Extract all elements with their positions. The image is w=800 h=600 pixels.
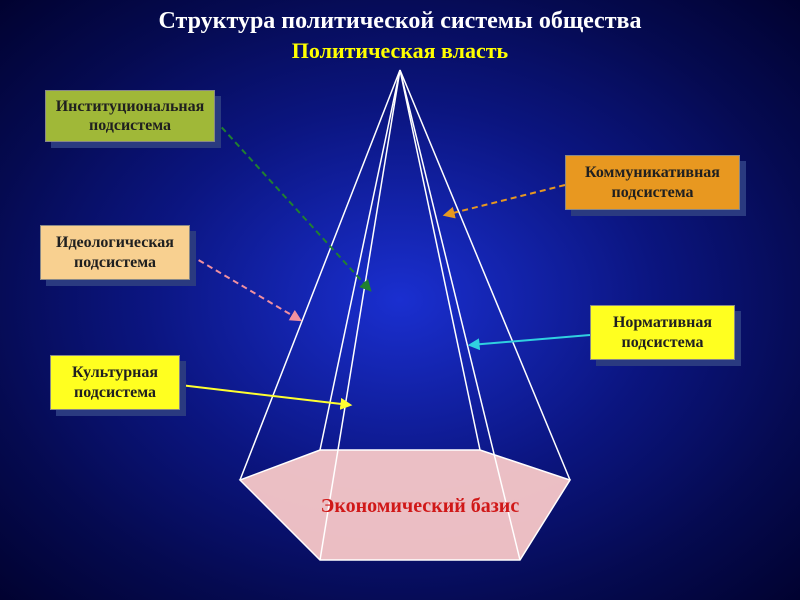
subtitle: Политическая власть bbox=[0, 38, 800, 64]
normative-line2: подсистема bbox=[591, 333, 734, 352]
institutional-box: Институциональнаяподсистема bbox=[45, 90, 215, 142]
cultural-box: Культурнаяподсистема bbox=[50, 355, 180, 410]
main-title: Структура политической системы общества bbox=[0, 8, 800, 35]
communicative-line1: Коммуникативная bbox=[566, 163, 739, 182]
communicative-box: Коммуникативнаяподсистема bbox=[565, 155, 740, 210]
institutional-line1: Институциональная bbox=[46, 97, 214, 116]
ideological-box: Идеологическаяподсистема bbox=[40, 225, 190, 280]
normative-line1: Нормативная bbox=[591, 313, 734, 332]
normative-box: Нормативнаяподсистема bbox=[590, 305, 735, 360]
communicative-line2: подсистема bbox=[566, 183, 739, 202]
cultural-line2: подсистема bbox=[51, 383, 179, 402]
ideological-line1: Идеологическая bbox=[41, 233, 189, 252]
ideological-line2: подсистема bbox=[41, 253, 189, 272]
cultural-line1: Культурная bbox=[51, 363, 179, 382]
base-label: Экономический базис bbox=[300, 495, 540, 518]
institutional-line2: подсистема bbox=[46, 116, 214, 135]
